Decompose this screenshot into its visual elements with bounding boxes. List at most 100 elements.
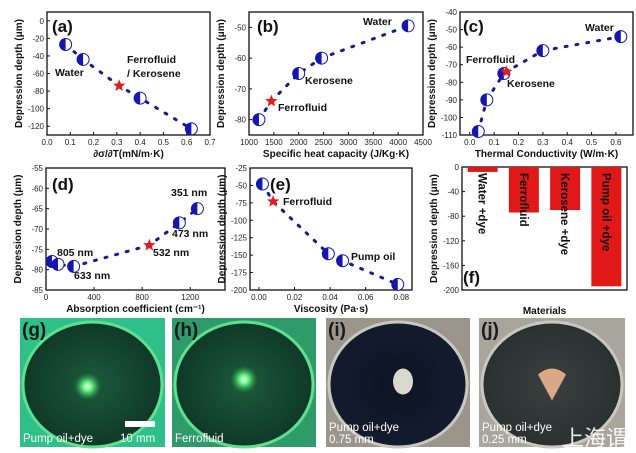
data-point-marker — [184, 122, 198, 136]
y-axis-label: Depression depth (μm) — [429, 174, 440, 283]
point-annotation: Water — [363, 16, 392, 28]
point-annotation: / Kerosene — [127, 68, 181, 80]
y-tick-label: -160 — [443, 261, 460, 270]
y-tick-label: -40 — [445, 8, 457, 17]
y-axis-label: Depression depth (μm) — [216, 19, 227, 128]
x-tick-label: 0.1 — [489, 138, 501, 147]
x-axis-label: ∂σ/∂T(mN/m·K) — [93, 149, 164, 160]
y-tick-label: -200 — [231, 286, 248, 295]
fit-line — [260, 182, 400, 286]
y-tick-label: -80 — [32, 87, 44, 96]
photo-panel-letter: (h) — [174, 320, 198, 341]
x-tick-label: 0.2 — [88, 138, 100, 147]
x-tick-label: 0.08 — [394, 293, 410, 302]
y-axis-label: Depression depth (μm) — [13, 175, 24, 284]
photo-panel-letter: (g) — [22, 320, 46, 341]
data-point-marker — [190, 202, 204, 216]
point-annotation: Pump oil — [351, 251, 395, 263]
point-annotation: 633 nm — [74, 270, 110, 282]
chart-panel-f: 0 -40 -80 -120 -160 -200 Materials Depression d… — [429, 163, 628, 317]
x-tick-label: 0.0 — [464, 138, 476, 147]
y-tick-label: -90 — [445, 96, 457, 105]
y-axis-label: Depression depth (μm) — [217, 175, 228, 284]
y-tick-label: -70 — [234, 85, 246, 94]
point-annotation: Water — [585, 22, 614, 34]
y-tick-label: -85 — [31, 286, 43, 295]
data-point-marker — [76, 52, 90, 66]
x-tick-label: 0.6 — [181, 138, 193, 147]
panel-letter: (f) — [463, 268, 480, 287]
y-tick-label: -40 — [447, 188, 459, 197]
bar-category-label: Water +dye — [476, 173, 488, 234]
scale-bar — [125, 421, 155, 427]
data-point-marker — [614, 30, 628, 44]
x-axis-label: Absorption coefficient (cm⁻¹) — [66, 304, 205, 315]
x-axis-label: Viscosity (Pa·s) — [294, 304, 368, 315]
x-tick-label: 0.3 — [111, 138, 123, 147]
y-tick-label: -80 — [447, 212, 459, 221]
y-tick-label: -175 — [231, 269, 248, 278]
y-tick-label: -70 — [31, 225, 43, 234]
data-point-marker — [401, 19, 415, 33]
star-marker — [113, 79, 126, 92]
x-axis-label: Materials — [523, 306, 567, 317]
y-tick-label: -60 — [234, 54, 246, 63]
photo-caption: Pump oil+dye — [23, 433, 93, 445]
y-tick-label: -100 — [231, 216, 248, 225]
x-tick-label: 1000 — [240, 138, 258, 147]
x-tick-label: 0.3 — [537, 138, 549, 147]
x-tick-label: 0.1 — [65, 138, 77, 147]
data-point-marker — [292, 67, 306, 80]
x-tick-label: 0.00 — [251, 293, 267, 302]
bar — [508, 167, 539, 213]
scale-bar-label: 10 mm — [120, 433, 155, 445]
point-annotation: Water — [55, 67, 84, 79]
watermark: 上海谓 — [562, 426, 628, 451]
photo-panel-letter: (i) — [328, 320, 346, 341]
star-marker — [265, 94, 278, 107]
photo-panel-g: (g) Pump oil+dye 10 mm — [20, 318, 165, 449]
data-point-marker — [67, 259, 81, 273]
y-axis-label: Depression depth (μm) — [427, 19, 438, 128]
y-tick-label: -50 — [234, 23, 246, 32]
x-tick-label: 0.4 — [562, 138, 574, 147]
laser-spot — [73, 372, 102, 401]
photo-caption-thickness: 0.25 mm — [482, 434, 527, 446]
photo-caption: Pump oil+dye — [482, 422, 552, 434]
bar — [550, 167, 581, 211]
data-point-marker — [321, 247, 335, 261]
x-axis-label: Specific heat capacity (J/Kg·K) — [263, 149, 409, 160]
data-point-marker — [336, 254, 350, 268]
x-tick-label: 0.5 — [586, 138, 598, 147]
x-axis-label: Thermal Conductivity (W/m·K) — [475, 149, 618, 160]
bar — [591, 167, 622, 287]
data-point-marker — [172, 216, 186, 230]
laser-spot — [538, 368, 566, 401]
y-tick-label: -60 — [32, 70, 44, 79]
panel-letter: (d) — [52, 175, 74, 194]
point-annotation: Ferrofluid — [278, 102, 327, 114]
y-tick-label: -60 — [445, 43, 457, 52]
x-tick-label: 0.0 — [41, 138, 53, 147]
y-tick-label: -65 — [31, 205, 43, 214]
star-marker — [266, 194, 280, 207]
panel-letter: (b) — [257, 17, 279, 36]
bar-category-label: Pump oil +dye — [599, 173, 611, 251]
panel-letter: (e) — [270, 175, 291, 194]
point-annotation: 532 nm — [153, 247, 189, 259]
y-tick-label: -100 — [28, 105, 45, 114]
bar-category-label: Ferrofluid — [517, 173, 529, 227]
y-tick-label: -120 — [28, 122, 45, 131]
y-axis-label: Depression depth (μm) — [14, 19, 25, 128]
x-tick-label: 0.02 — [287, 293, 303, 302]
y-tick-label: -25 — [235, 164, 247, 173]
x-tick-label: 3000 — [340, 138, 358, 147]
data-point-marker — [51, 257, 65, 271]
plot-frame — [459, 11, 634, 136]
point-annotation: Ferrofluid — [127, 54, 176, 66]
y-tick-label: -75 — [31, 245, 43, 254]
chart-panel-b: -50 -60 -70 -80 1000 1500 2000 2500 3000 3500 4000… — [216, 11, 432, 160]
x-tick-label: 2500 — [315, 138, 333, 147]
bar — [467, 167, 498, 172]
